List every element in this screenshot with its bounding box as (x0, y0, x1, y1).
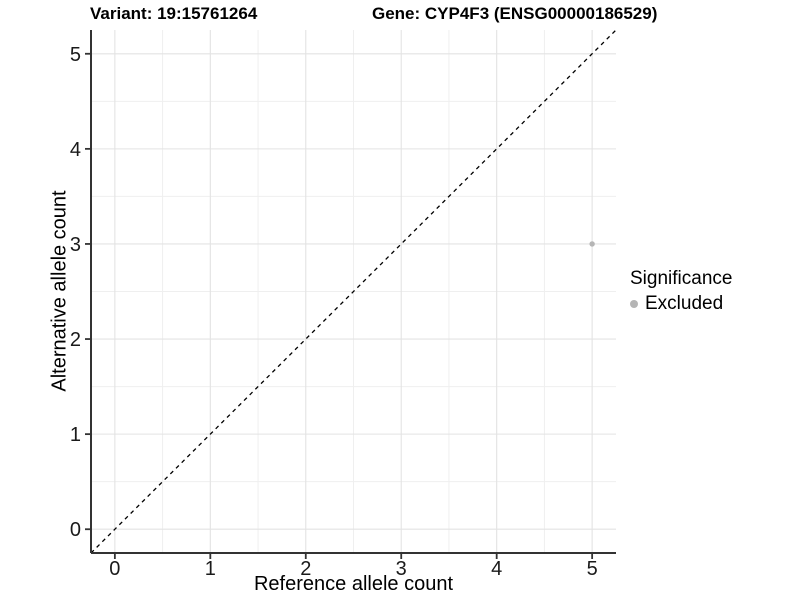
data-point (589, 241, 595, 247)
x-tick-label: 5 (587, 558, 598, 580)
y-tick-label: 5 (70, 44, 81, 66)
legend-title: Significance (630, 268, 733, 289)
x-tick-label: 2 (300, 558, 311, 580)
x-tick-label: 0 (109, 558, 120, 580)
x-tick-label: 1 (205, 558, 216, 580)
y-tick-label: 2 (70, 329, 81, 351)
x-tick-label: 4 (491, 558, 502, 580)
legend: Significance Excluded (630, 268, 732, 315)
y-tick-label: 1 (70, 424, 81, 446)
identity-reference-line (90, 29, 617, 554)
x-tick-label: 3 (396, 558, 407, 580)
y-tick-label: 4 (70, 139, 81, 161)
y-tick-label: 3 (70, 234, 81, 256)
x-axis-label: Reference allele count (253, 573, 453, 595)
y-tick-label: 0 (70, 519, 81, 541)
legend-item-label: Excluded (645, 293, 724, 314)
y-axis-label: Alternative allele count (48, 190, 71, 392)
excluded-point-swatch-icon (630, 300, 638, 308)
variant-title: Variant: 19:15761264 (90, 4, 258, 23)
gene-title: Gene: CYP4F3 (ENSG00000186529) (372, 4, 658, 23)
legend-item-excluded: Excluded (630, 293, 732, 315)
